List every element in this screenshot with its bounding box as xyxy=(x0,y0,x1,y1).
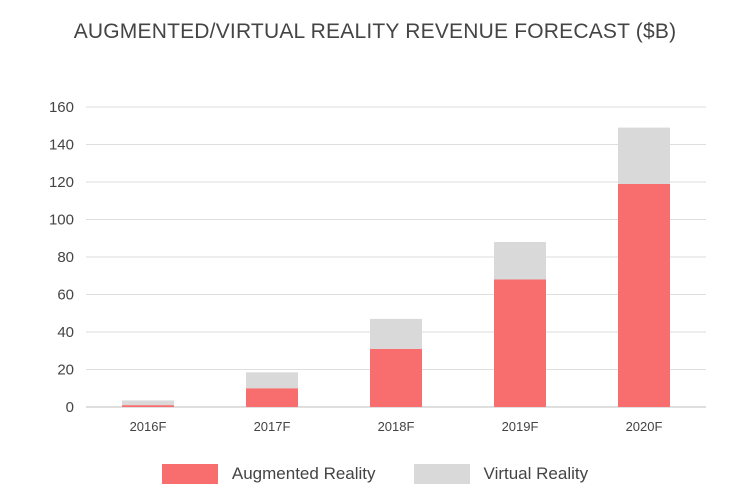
bar-augmented-2018F[interactable] xyxy=(370,348,422,407)
bar-augmented-2020F[interactable] xyxy=(618,183,670,407)
bar-augmented-2019F[interactable] xyxy=(494,279,546,408)
x-tick-label: 2020F xyxy=(626,419,663,434)
y-tick-label: 140 xyxy=(49,137,74,154)
legend-item-augmented[interactable]: Augmented Reality xyxy=(161,464,376,484)
legend: Augmented Reality Virtual Reality xyxy=(0,462,750,486)
y-axis-ticks: 0 20 40 60 80 100 120 140 160 xyxy=(49,99,74,416)
bar-virtual-2018F[interactable] xyxy=(370,318,422,349)
y-tick-label: 120 xyxy=(49,174,74,191)
bar-virtual-2017F[interactable] xyxy=(246,372,298,389)
legend-label-augmented: Augmented Reality xyxy=(231,464,376,483)
bar-virtual-2020F[interactable] xyxy=(618,127,670,184)
legend-swatch-augmented xyxy=(161,464,218,484)
y-tick-label: 100 xyxy=(49,212,74,229)
bar-augmented-2016F[interactable] xyxy=(122,405,174,407)
x-tick-label: 2017F xyxy=(254,419,291,434)
bar-virtual-2019F[interactable] xyxy=(494,242,546,280)
y-tick-label: 20 xyxy=(57,362,74,379)
x-tick-label: 2018F xyxy=(378,419,415,434)
bar-virtual-2016F[interactable] xyxy=(122,400,174,406)
bar-augmented-2017F[interactable] xyxy=(246,388,298,407)
bars xyxy=(122,127,670,408)
y-tick-label: 40 xyxy=(57,324,74,341)
legend-item-virtual[interactable]: Virtual Reality xyxy=(413,464,589,484)
chart-title: AUGMENTED/VIRTUAL REALITY REVENUE FORECA… xyxy=(73,20,677,43)
y-tick-label: 160 xyxy=(49,99,74,116)
x-axis-ticks: 2016F 2017F 2018F 2019F 2020F xyxy=(130,419,663,434)
x-tick-label: 2016F xyxy=(130,419,167,434)
y-tick-label: 60 xyxy=(57,287,74,304)
legend-label-virtual: Virtual Reality xyxy=(483,464,589,483)
y-tick-label: 0 xyxy=(66,399,74,416)
x-tick-label: 2019F xyxy=(502,419,539,434)
legend-swatch-virtual xyxy=(413,464,470,484)
y-tick-label: 80 xyxy=(57,249,74,266)
